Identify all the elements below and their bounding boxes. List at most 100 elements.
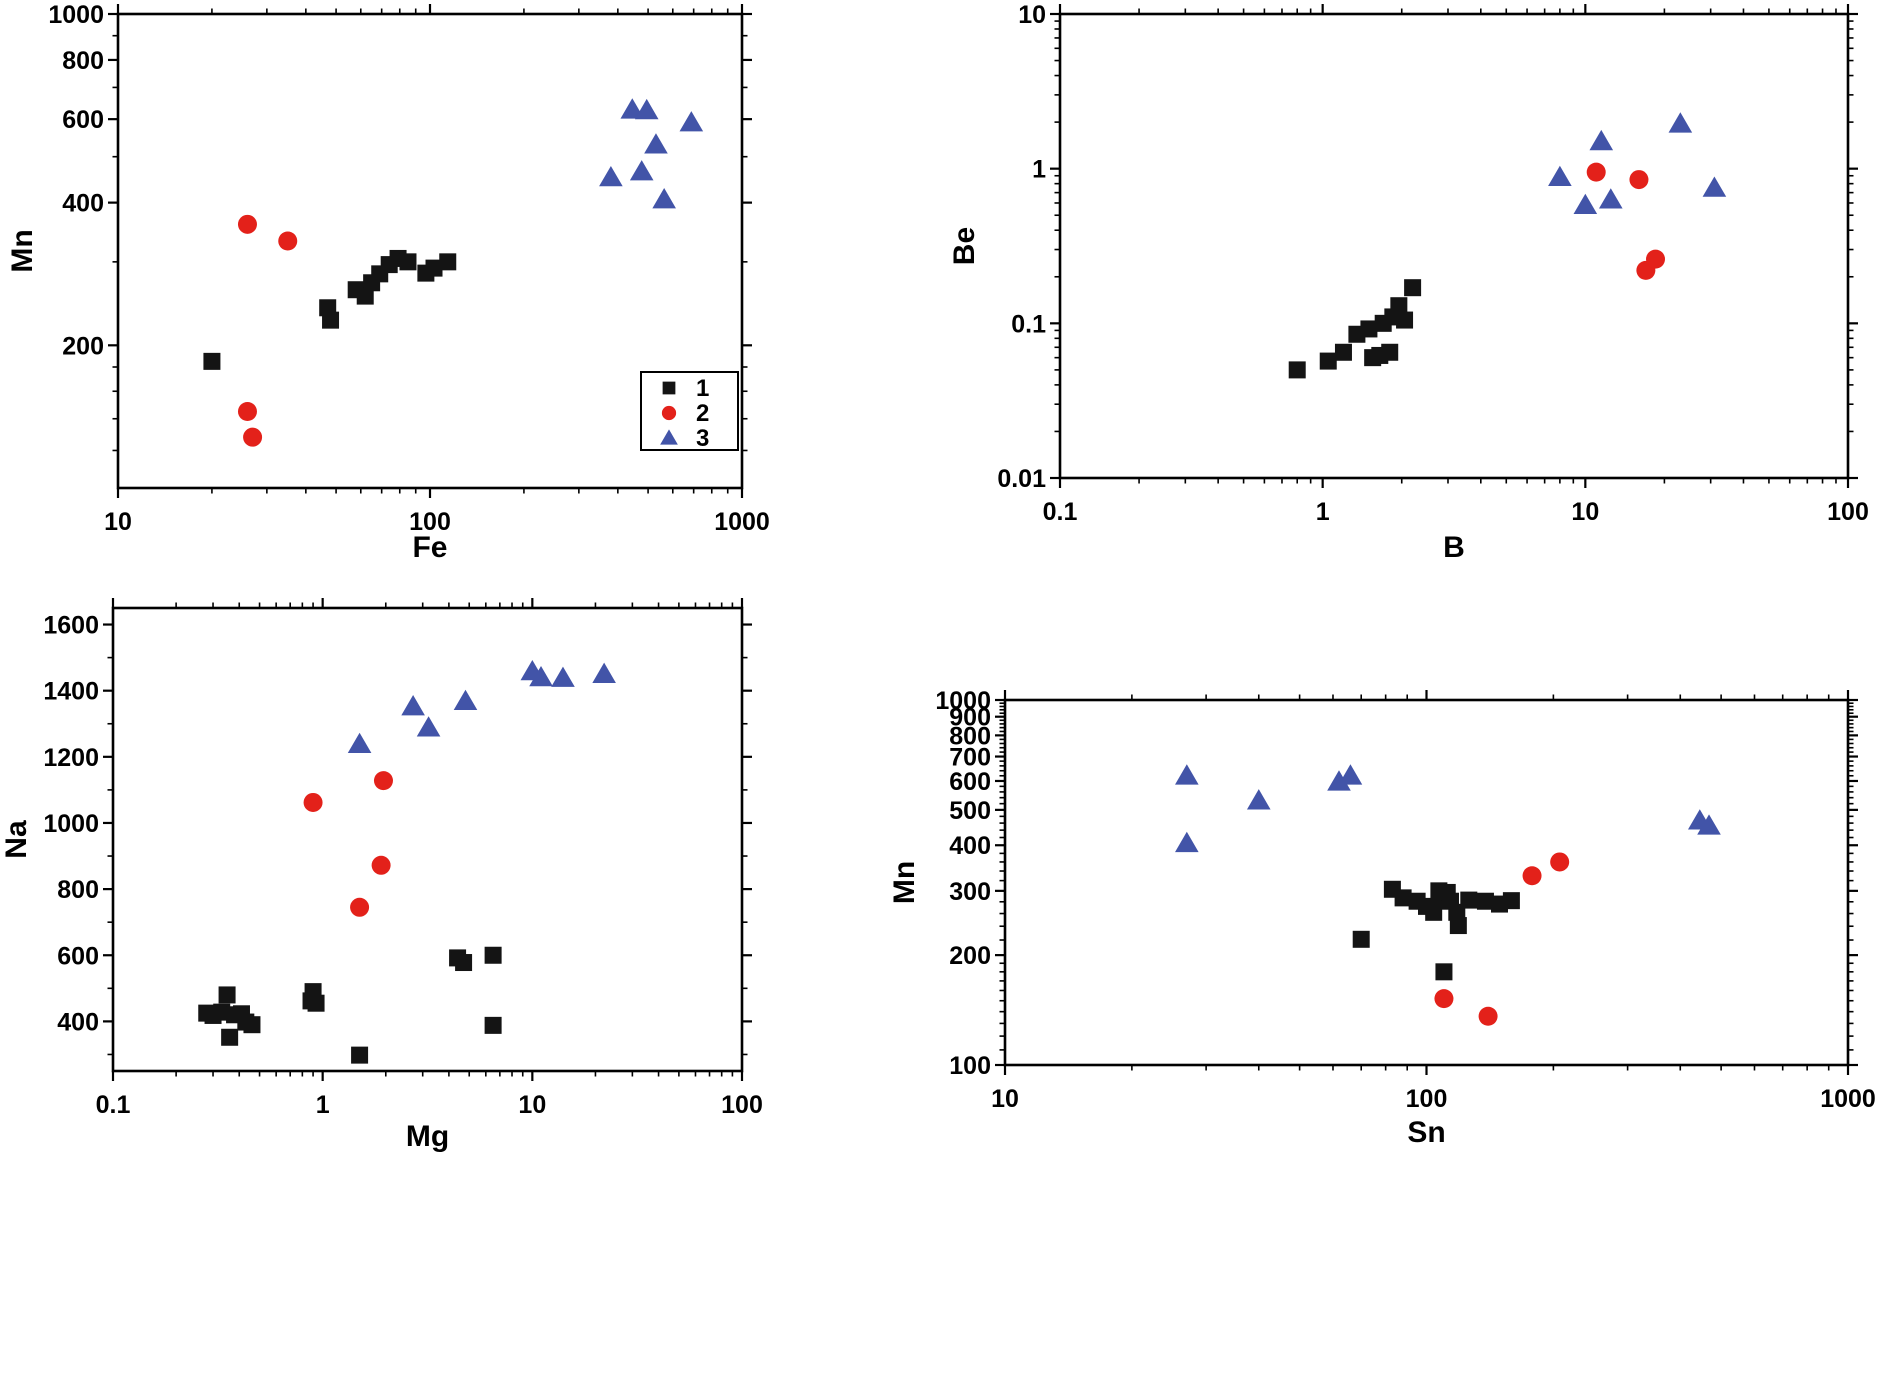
x-tick-label: 100 xyxy=(409,508,451,536)
series-2 xyxy=(1434,852,1570,1026)
marker-square xyxy=(322,311,340,329)
y-tick-labels: 0.01 0.1 1 10 xyxy=(997,1,1046,493)
marker-triangle xyxy=(1598,188,1623,209)
marker-triangle xyxy=(1573,193,1598,215)
marker-circle xyxy=(1550,852,1570,872)
marker-square xyxy=(439,253,457,271)
y-tick-label: 0.01 xyxy=(997,465,1046,493)
marker-triangle xyxy=(1327,770,1351,791)
series-3 xyxy=(599,98,704,209)
y-axis-title: Mn xyxy=(888,861,921,904)
plot-na-vs-mg: 0.1 1 10 100 400 600 800 1000 1200 1400 1600 Mg Na xyxy=(0,598,763,1153)
legend: 123 xyxy=(640,371,739,452)
x-axis-title: Fe xyxy=(412,531,447,564)
marker-triangle xyxy=(1175,831,1199,853)
chart-na-vs-mg: 0.1 1 10 100 400 600 800 1000 1200 1400 1600 Mg Na xyxy=(0,598,763,1153)
chart-mn-vs-sn: 10 100 10001002003004005006007008009001000… xyxy=(888,687,1876,1149)
series-1 xyxy=(1352,880,1520,981)
marker-triangle xyxy=(347,732,372,754)
x-axis-title: B xyxy=(1443,531,1465,564)
chart-be-vs-b: 0.1 1 10 100 0.01 0.1 1 10 B Be xyxy=(948,1,1869,564)
marker-square xyxy=(203,352,221,370)
series-2 xyxy=(303,771,393,917)
x-axis-title: Sn xyxy=(1407,1116,1445,1149)
marker-triangle xyxy=(1702,176,1727,197)
x-tick-label: 1000 xyxy=(714,508,770,536)
plot-frame xyxy=(1003,698,1850,1067)
marker-triangle xyxy=(660,429,678,445)
x-tick-label: 100 xyxy=(1827,498,1869,526)
marker-triangle xyxy=(1246,789,1271,810)
marker-circle xyxy=(1646,249,1666,269)
y-tick-label: 200 xyxy=(62,332,104,360)
marker-square xyxy=(455,954,473,972)
marker-triangle xyxy=(629,160,654,181)
y-tick-label: 1600 xyxy=(43,612,99,640)
y-tick-label: 600 xyxy=(57,942,99,970)
marker-square xyxy=(1352,930,1370,948)
marker-circle xyxy=(1586,162,1606,182)
marker-triangle xyxy=(1668,112,1693,133)
y-tick-label: 10 xyxy=(1018,1,1046,29)
axis-ticks xyxy=(995,690,1858,1075)
legend-label: 2 xyxy=(696,400,709,427)
x-tick-label: 10 xyxy=(1571,498,1599,526)
legend-label: 3 xyxy=(696,425,709,452)
y-tick-label: 1000 xyxy=(935,687,991,715)
x-tick-labels: 0.1 1 10 100 xyxy=(96,1091,763,1119)
marker-triangle xyxy=(599,165,623,187)
marker-square xyxy=(484,946,502,964)
marker-square xyxy=(1435,963,1453,981)
marker-circle xyxy=(371,855,391,875)
y-tick-label: 800 xyxy=(57,876,99,904)
y-tick-label: 1000 xyxy=(48,1,104,29)
marker-square xyxy=(1334,343,1352,361)
series-1 xyxy=(203,249,457,370)
marker-square xyxy=(1381,343,1399,361)
legend-box xyxy=(640,371,739,451)
marker-circle xyxy=(1629,170,1649,190)
marker-square xyxy=(1404,279,1422,297)
marker-triangle xyxy=(592,662,616,683)
x-tick-label: 10 xyxy=(104,508,132,536)
marker-circle xyxy=(243,427,263,447)
marker-square xyxy=(484,1016,502,1034)
marker-square xyxy=(1476,892,1494,910)
chart-mn-vs-fe: 10 100 1000 200 400 600 800 1000 Fe Mn 123 xyxy=(6,1,770,564)
marker-triangle xyxy=(529,665,553,687)
marker-square xyxy=(243,1016,261,1034)
marker-square xyxy=(399,253,417,271)
marker-triangle xyxy=(1589,129,1614,151)
y-tick-label: 100 xyxy=(949,1052,991,1080)
y-tick-label: 1400 xyxy=(43,678,99,706)
marker-square xyxy=(221,1028,239,1046)
series-1 xyxy=(198,946,502,1064)
marker-triangle xyxy=(1338,764,1363,785)
marker-circle xyxy=(1478,1006,1498,1026)
series-3 xyxy=(1548,112,1727,215)
y-tick-label: 500 xyxy=(949,797,991,825)
marker-circle xyxy=(237,214,257,234)
marker-square xyxy=(1390,297,1408,315)
marker-circle xyxy=(278,231,298,251)
marker-circle xyxy=(350,897,370,917)
marker-circle xyxy=(237,402,257,422)
marker-triangle xyxy=(679,111,704,132)
series-2 xyxy=(237,214,298,447)
marker-square xyxy=(1394,889,1412,907)
plot-be-vs-b: 0.1 1 10 100 0.01 0.1 1 10 B Be xyxy=(948,1,1869,564)
x-axis-title: Mg xyxy=(406,1120,449,1153)
marker-triangle xyxy=(1175,764,1199,785)
series-3 xyxy=(347,659,616,754)
y-tick-label: 400 xyxy=(62,190,104,218)
x-tick-label: 0.1 xyxy=(96,1091,131,1119)
marker-circle xyxy=(661,405,677,421)
marker-square xyxy=(213,1003,231,1021)
marker-square xyxy=(1425,903,1443,921)
marker-triangle xyxy=(620,98,645,119)
marker-triangle xyxy=(401,695,425,716)
y-tick-label: 600 xyxy=(62,106,104,134)
marker-square xyxy=(356,287,374,305)
